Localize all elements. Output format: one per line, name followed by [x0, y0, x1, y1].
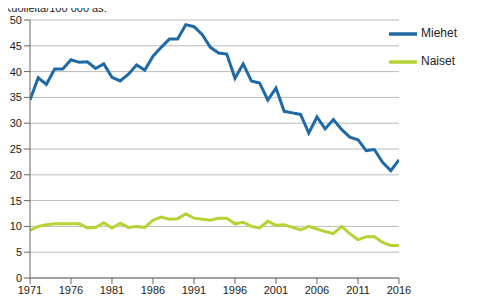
- svg-text:20: 20: [10, 169, 22, 181]
- svg-text:2011: 2011: [346, 284, 370, 294]
- svg-text:2016: 2016: [387, 284, 411, 294]
- svg-text:5: 5: [16, 246, 22, 258]
- svg-text:2001: 2001: [264, 284, 288, 294]
- svg-text:30: 30: [10, 117, 22, 129]
- svg-text:1991: 1991: [182, 284, 206, 294]
- svg-text:2006: 2006: [305, 284, 329, 294]
- svg-text:1981: 1981: [100, 284, 124, 294]
- svg-text:40: 40: [10, 66, 22, 78]
- svg-text:10: 10: [10, 220, 22, 232]
- svg-text:25: 25: [10, 143, 22, 155]
- html-text:Kuolleita/100 000 as.: Kuolleita/100 000 as.: [4, 2, 107, 14]
- svg-text:35: 35: [10, 91, 22, 103]
- svg-text:15: 15: [10, 195, 22, 207]
- svg-text:1996: 1996: [223, 284, 247, 294]
- svg-text:1986: 1986: [141, 284, 165, 294]
- html-text:Miehet: Miehet: [421, 26, 457, 41]
- svg-text:0: 0: [16, 272, 22, 284]
- svg-text:1976: 1976: [59, 284, 83, 294]
- html-text:Naiset: Naiset: [421, 54, 455, 69]
- svg-text:45: 45: [10, 40, 22, 52]
- svg-text:1971: 1971: [18, 284, 42, 294]
- svg-text:50: 50: [10, 14, 22, 26]
